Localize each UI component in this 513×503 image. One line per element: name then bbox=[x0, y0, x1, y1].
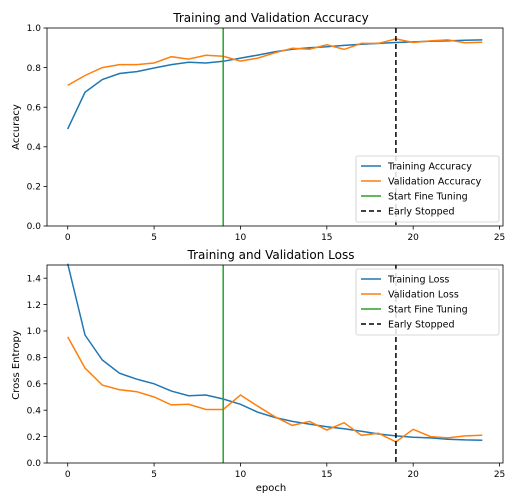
accuracy-chart-title: Training and Validation Accuracy bbox=[172, 11, 368, 25]
loss-y-tick-label: 1.0 bbox=[27, 327, 42, 337]
loss-y-tick-label: 0.6 bbox=[27, 380, 42, 390]
loss-legend-label-start-fine-tuning: Start Fine Tuning bbox=[388, 305, 468, 316]
accuracy-legend-box bbox=[355, 155, 500, 223]
accuracy-y-tick-label: 0.6 bbox=[27, 103, 42, 113]
loss-plot-frame bbox=[46, 264, 504, 464]
accuracy-legend-label-training-accuracy: Training Accuracy bbox=[387, 162, 472, 173]
loss-x-axis-label: epoch bbox=[256, 483, 286, 494]
loss-y-tick-label: 0.8 bbox=[27, 354, 42, 364]
loss-legend-box bbox=[355, 268, 500, 336]
accuracy-x-tick-label: 25 bbox=[494, 233, 505, 243]
loss-x-tick-label: 25 bbox=[494, 470, 505, 480]
accuracy-x-tick-label: 0 bbox=[65, 233, 71, 243]
loss-y-tick-label: 0.0 bbox=[27, 459, 42, 469]
loss-y-tick-label: 0.2 bbox=[27, 433, 41, 443]
loss-y-tick-label: 0.4 bbox=[27, 406, 42, 416]
accuracy-y-tick-label: 0.2 bbox=[27, 183, 41, 193]
accuracy-y-tick-label: 0.8 bbox=[27, 64, 42, 74]
accuracy-legend-label-early-stopped: Early Stopped bbox=[388, 207, 455, 218]
loss-legend-label-validation-loss: Validation Loss bbox=[388, 290, 459, 301]
loss-chart-title: Training and Validation Loss bbox=[187, 248, 355, 262]
accuracy-chart: Training and Validation Accuracy Accurac… bbox=[11, 11, 505, 243]
loss-x-tick-label: 0 bbox=[65, 470, 71, 480]
accuracy-y-tick-label: 0.0 bbox=[27, 222, 42, 232]
accuracy-x-tick-label: 5 bbox=[151, 233, 157, 243]
accuracy-series-validation-accuracy bbox=[67, 38, 483, 87]
loss-chart: Training and Validation Loss Cross Entro… bbox=[11, 248, 505, 494]
loss-x-tick-label: 10 bbox=[235, 470, 247, 480]
accuracy-y-tick-label: 1.0 bbox=[27, 24, 42, 34]
accuracy-y-tick-label: 0.4 bbox=[27, 143, 42, 153]
accuracy-x-tick-label: 10 bbox=[235, 233, 247, 243]
loss-y-tick-label: 1.4 bbox=[27, 274, 42, 284]
loss-x-tick-label: 20 bbox=[407, 470, 419, 480]
loss-legend-label-early-stopped: Early Stopped bbox=[388, 320, 455, 331]
loss-legend: Training Loss Validation Loss Start Fine T… bbox=[355, 268, 500, 336]
loss-y-tick-label: 1.2 bbox=[27, 301, 41, 311]
loss-x-tick-label: 5 bbox=[151, 470, 157, 480]
loss-x-tick-label: 15 bbox=[321, 470, 332, 480]
accuracy-legend: Training Accuracy Validation Accuracy Star… bbox=[355, 155, 500, 223]
accuracy-plot-frame bbox=[46, 27, 504, 227]
loss-y-axis-label: Cross Entropy bbox=[11, 330, 22, 400]
accuracy-x-tick-label: 15 bbox=[321, 233, 332, 243]
accuracy-legend-label-start-fine-tuning: Start Fine Tuning bbox=[388, 192, 468, 203]
accuracy-x-tick-label: 20 bbox=[407, 233, 419, 243]
accuracy-legend-label-validation-accuracy: Validation Accuracy bbox=[388, 177, 482, 188]
accuracy-y-axis-label: Accuracy bbox=[11, 104, 22, 150]
loss-legend-label-training-loss: Training Loss bbox=[387, 275, 449, 286]
loss-series-validation-loss bbox=[67, 336, 483, 443]
